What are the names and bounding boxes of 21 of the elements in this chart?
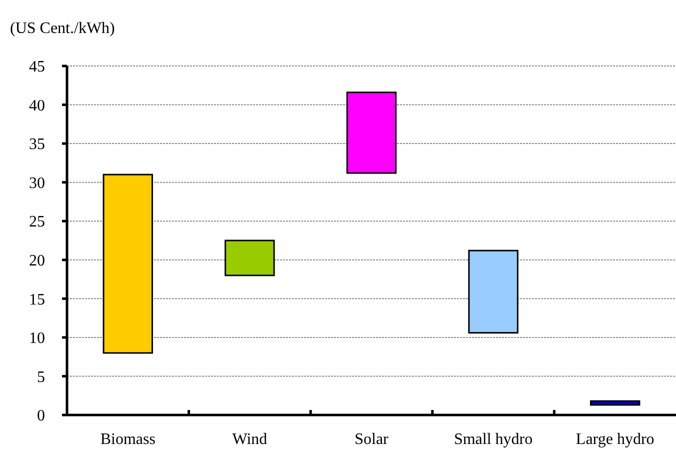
y-tick-label: 40 bbox=[29, 97, 45, 114]
y-tick-label: 15 bbox=[29, 291, 45, 308]
y-tick-label: 35 bbox=[29, 136, 45, 154]
y-tick-label: 45 bbox=[29, 58, 45, 76]
x-tick-label: Small hydro bbox=[454, 431, 533, 448]
x-tick-label: Large hydro bbox=[576, 431, 654, 448]
bar bbox=[468, 250, 518, 334]
y-tick-label: 20 bbox=[29, 252, 45, 270]
x-tick-label: Biomass bbox=[100, 431, 156, 448]
bar bbox=[102, 174, 154, 354]
y-axis-title: (US Cent./kWh) bbox=[10, 20, 115, 37]
y-tick-label: 25 bbox=[29, 214, 45, 231]
x-tick-label: Wind bbox=[232, 431, 268, 448]
y-tick-label: 30 bbox=[29, 174, 45, 192]
y-tick-label: 5 bbox=[37, 368, 45, 386]
bar bbox=[224, 240, 275, 276]
bar bbox=[590, 400, 640, 406]
bar bbox=[346, 92, 397, 174]
y-tick-label: 10 bbox=[29, 330, 45, 348]
y-tick-label: 0 bbox=[37, 408, 45, 425]
x-tick-label: Solar bbox=[354, 431, 390, 448]
